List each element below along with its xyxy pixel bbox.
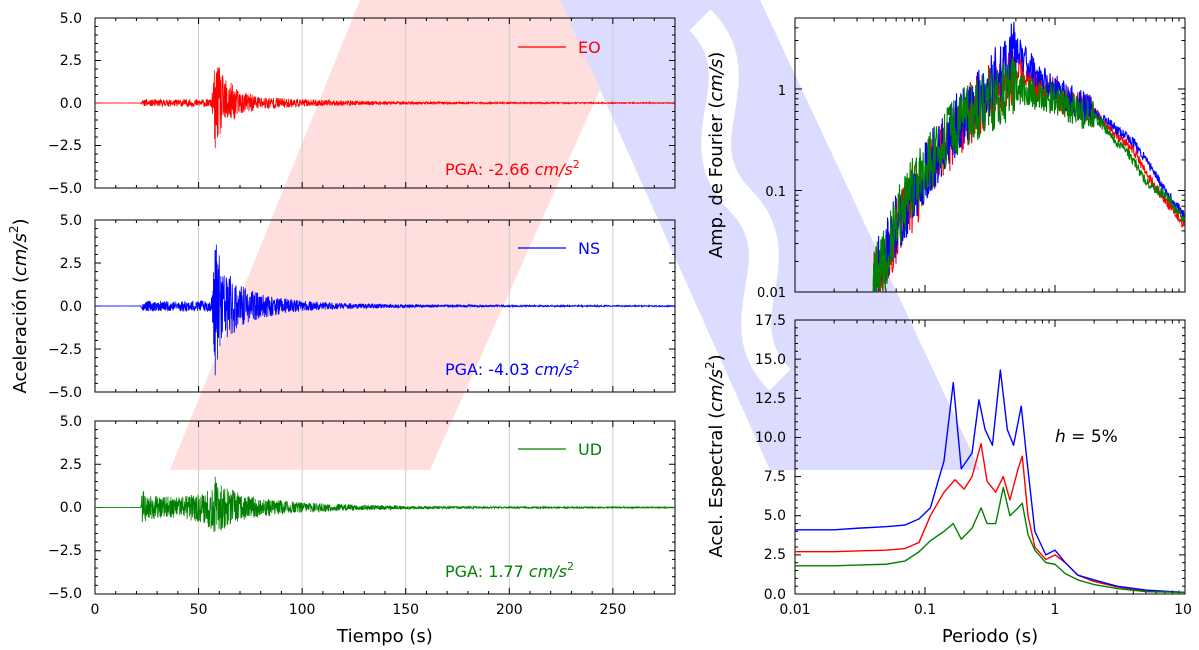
y-axis-ticks: 5.0 2.5 0.0 −2.5 −5.0 <box>48 414 82 602</box>
pga-prefix: PGA: <box>445 562 488 581</box>
plot-frame <box>794 319 1186 595</box>
watermark-white-curve <box>688 9 792 391</box>
fourier-y-axis-label: Amp. de Fourier (cm/s) <box>706 52 727 259</box>
y-tick-label: 2.5 <box>60 256 82 272</box>
x-axis-ticks: 0 50 100 150 200 250 <box>91 602 627 618</box>
signal-line-eo <box>95 66 676 149</box>
y-axis-ticks: 17.5 15.0 12.5 10.0 7.5 5.0 2.5 0.0 <box>755 313 786 603</box>
y-tick-label: 5.0 <box>60 414 82 430</box>
tick-marks <box>94 219 676 393</box>
y-tick-label: 2.5 <box>60 53 82 69</box>
pga-value: -2.66 <box>488 160 529 179</box>
y-tick-label: 15.0 <box>755 352 786 368</box>
y-tick-label: 10.0 <box>755 430 786 446</box>
acc-panel-eo: 5.0 2.5 0.0 −2.5 −5.0 EO PGA: -2.66 cm/s… <box>48 11 676 197</box>
pga-unit: cm/s <box>529 562 567 581</box>
spectral-lines <box>795 369 1186 594</box>
legend-label-eo: EO <box>578 38 601 57</box>
x-tick-label: 100 <box>289 602 316 618</box>
x-tick-label: 0.1 <box>914 602 936 618</box>
y-axis-ticks: 1 0.1 0.01 <box>757 84 786 301</box>
x-tick-label: 0.01 <box>779 602 810 618</box>
y-tick-label: −2.5 <box>48 138 82 154</box>
pga-value: -4.03 <box>488 360 529 379</box>
pga-unit: cm/s <box>535 160 573 179</box>
legend: EO <box>518 38 601 57</box>
legend: UD <box>518 440 602 459</box>
fourier-line-ud <box>872 58 1186 293</box>
time-x-axis-label: Tiempo (s) <box>336 626 433 647</box>
spectral-line-ns <box>795 369 1186 594</box>
pga-exp: 2 <box>573 358 580 371</box>
pga-exp: 2 <box>567 560 574 573</box>
pga-annotation-ud: PGA: 1.77 cm/s2 <box>445 560 574 581</box>
tick-marks <box>94 420 676 595</box>
pga-prefix: PGA: <box>445 360 488 379</box>
acc-panel-ns: 5.0 2.5 0.0 −2.5 −5.0 NS PGA: -4.03 cm/s… <box>48 213 676 401</box>
legend-label-ud: UD <box>578 440 602 459</box>
y-tick-label: 0.0 <box>60 96 82 112</box>
x-tick-label: 200 <box>496 602 523 618</box>
plot-frame <box>794 17 1186 293</box>
y-tick-label: −5.0 <box>48 385 82 401</box>
x-tick-label: 10 <box>1174 602 1192 618</box>
spectral-line-ud <box>795 486 1186 594</box>
y-tick-label: 0.1 <box>765 185 786 200</box>
tick-marks <box>794 319 1186 595</box>
y-axis-ticks: 5.0 2.5 0.0 −2.5 −5.0 <box>48 213 82 401</box>
y-tick-label: −5.0 <box>48 181 82 197</box>
y-tick-label: 5.0 <box>764 508 786 524</box>
watermark-red-band <box>170 0 640 470</box>
x-tick-label: 150 <box>392 602 419 618</box>
spectral-panel: 17.5 15.0 12.5 10.0 7.5 5.0 2.5 0.0 0.01… <box>755 313 1192 618</box>
y-tick-label: −2.5 <box>48 342 82 358</box>
pga-unit: cm/s <box>535 360 573 379</box>
y-tick-label: −5.0 <box>48 586 82 602</box>
y-tick-label: 0.01 <box>757 286 786 301</box>
y-tick-label: 5.0 <box>60 11 82 27</box>
damping-annotation: h = 5% <box>1055 427 1118 447</box>
x-axis-ticks: 0.01 0.1 1 10 <box>779 602 1192 618</box>
signal-line-ns <box>94 244 676 376</box>
watermark-logo <box>170 0 980 470</box>
spectral-y-axis-label: Acel. Espectral (cm/s2) <box>703 354 727 557</box>
fourier-panel: 1 0.1 0.01 <box>757 17 1186 301</box>
legend-label-ns: NS <box>578 239 600 258</box>
x-tick-label: 1 <box>1051 602 1060 618</box>
fourier-line-ns <box>872 21 1186 293</box>
y-tick-label: 2.5 <box>60 457 82 473</box>
pga-annotation-ns: PGA: -4.03 cm/s2 <box>445 358 580 379</box>
y-axis-ticks: 5.0 2.5 0.0 −2.5 −5.0 <box>48 11 82 197</box>
y-tick-label: 0.0 <box>60 500 82 516</box>
pga-prefix: PGA: <box>445 160 488 179</box>
y-tick-label: 2.5 <box>764 547 786 563</box>
pga-annotation-eo: PGA: -2.66 cm/s2 <box>445 158 580 179</box>
y-tick-label: 12.5 <box>755 391 786 407</box>
y-tick-label: 0.0 <box>60 299 82 315</box>
x-tick-label: 50 <box>190 602 208 618</box>
y-tick-label: 17.5 <box>755 313 786 329</box>
period-x-axis-label: Periodo (s) <box>942 626 1038 647</box>
tick-marks <box>794 17 1186 293</box>
y-tick-label: 7.5 <box>764 469 786 485</box>
fourier-lines <box>872 21 1186 293</box>
pga-exp: 2 <box>573 158 580 171</box>
y-tick-label: 5.0 <box>60 213 82 229</box>
pga-value: 1.77 <box>488 562 524 581</box>
x-tick-label: 0 <box>91 602 100 618</box>
y-tick-label: 1 <box>778 84 786 99</box>
x-tick-label: 250 <box>600 602 627 618</box>
acc-panel-ud: 5.0 2.5 0.0 −2.5 −5.0 UD PGA: 1.77 cm/s2… <box>48 414 676 618</box>
y-tick-label: 0.0 <box>764 587 786 603</box>
y-tick-label: −2.5 <box>48 543 82 559</box>
legend: NS <box>518 239 600 258</box>
acc-y-axis-label: Aceleración (cm/s2) <box>7 218 31 393</box>
signal-line-ud <box>94 476 676 532</box>
